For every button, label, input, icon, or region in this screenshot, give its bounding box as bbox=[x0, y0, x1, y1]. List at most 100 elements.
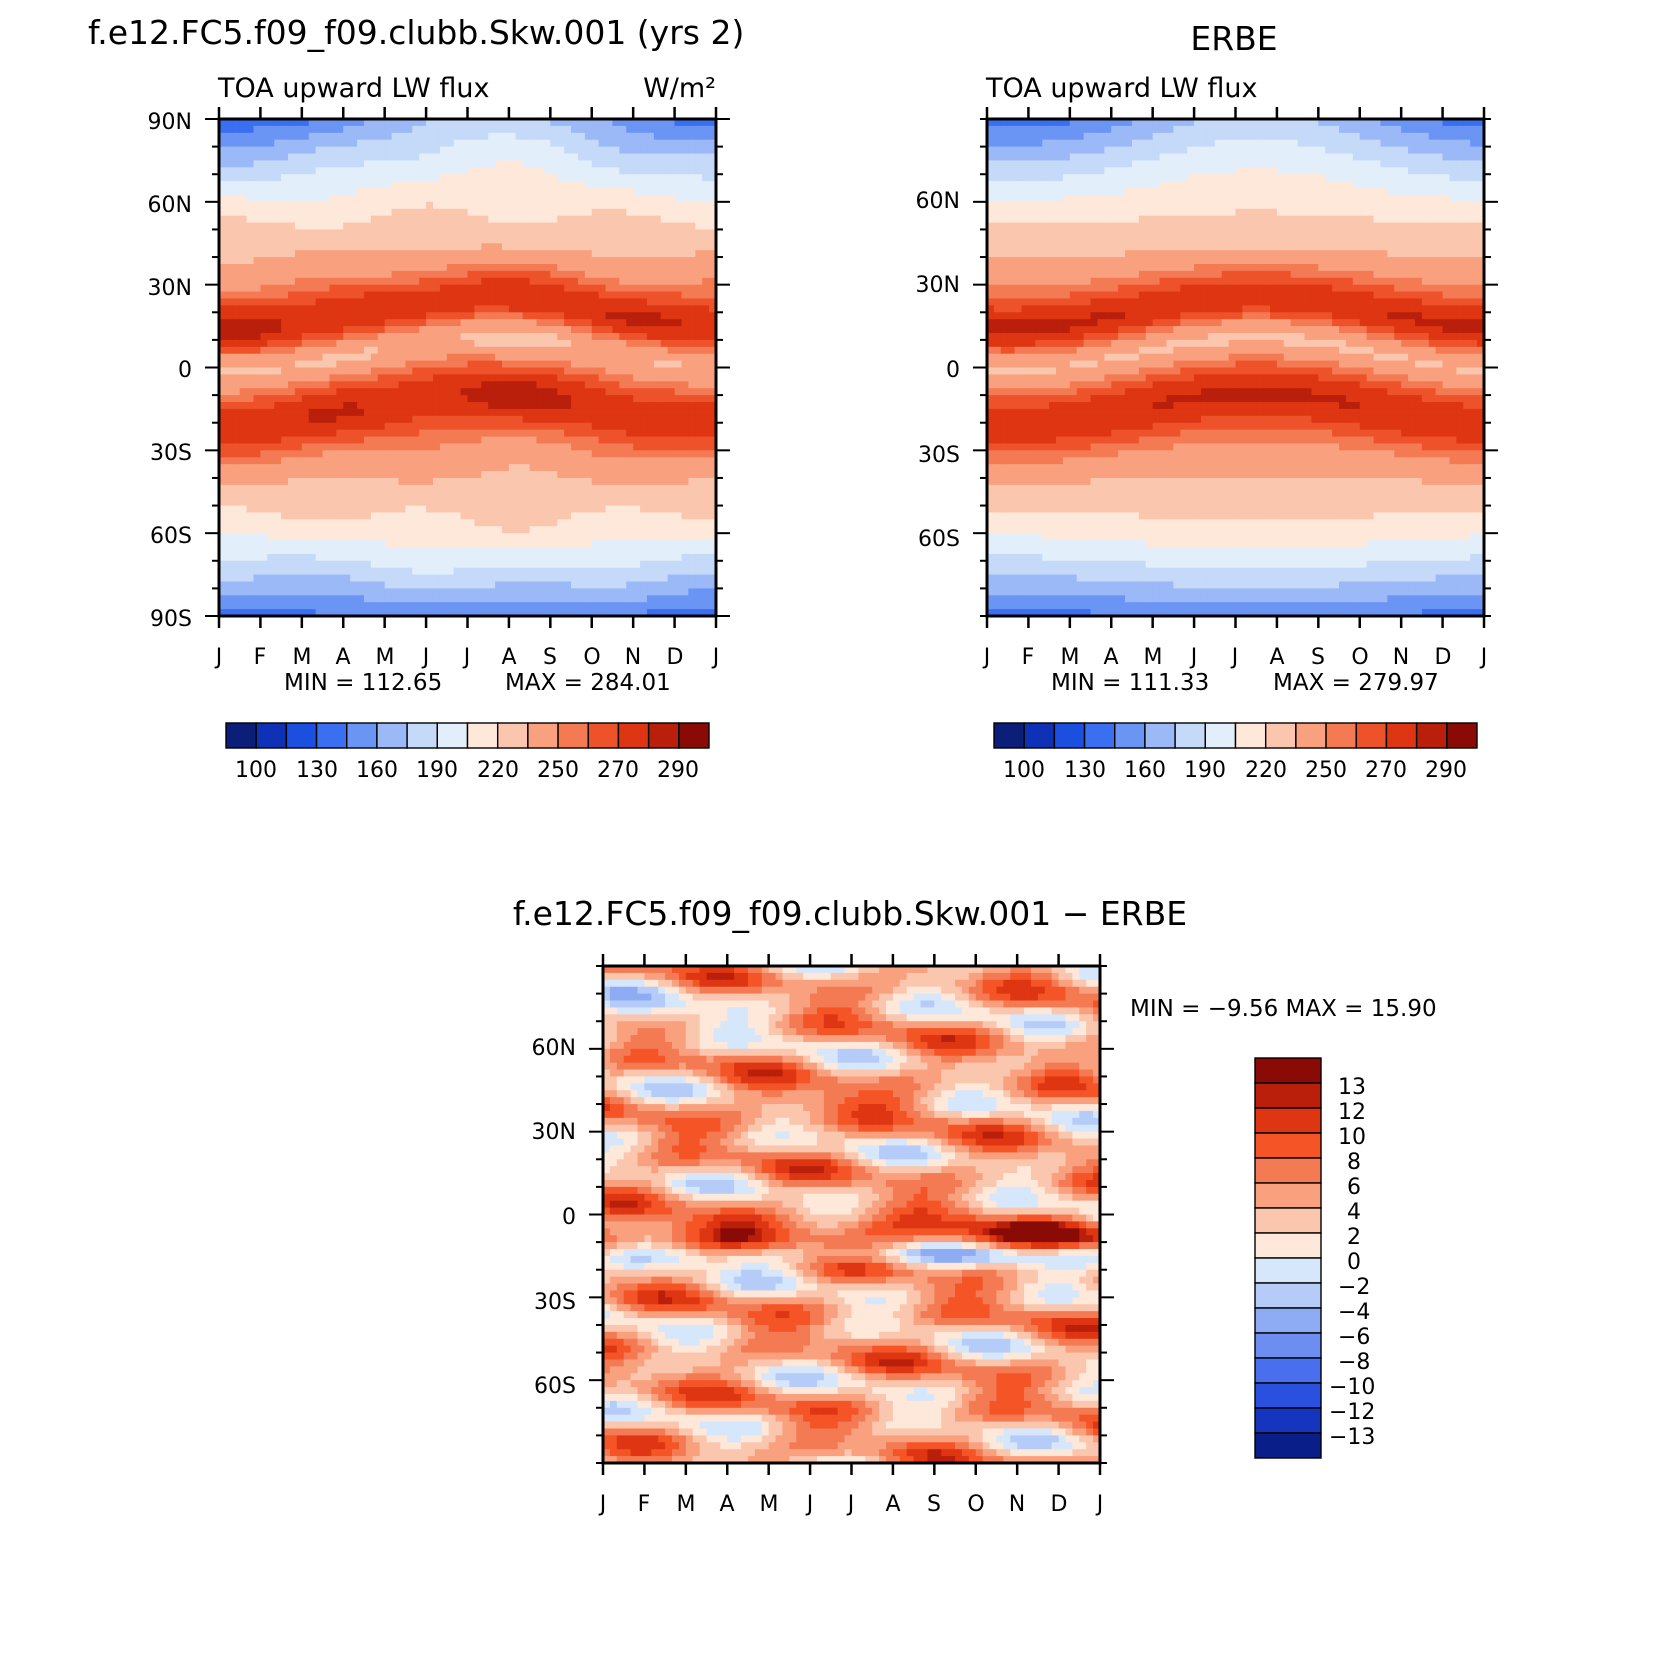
contour-cell bbox=[377, 153, 386, 162]
contour-cell bbox=[515, 526, 524, 534]
contour-cell bbox=[363, 519, 372, 527]
contour-cell bbox=[453, 560, 462, 569]
contour-cell bbox=[363, 339, 372, 348]
contour-cell bbox=[336, 388, 344, 396]
contour-cell bbox=[225, 305, 234, 313]
contour-cell bbox=[288, 464, 296, 472]
contour-cell bbox=[377, 574, 386, 583]
contour-cell bbox=[281, 243, 289, 251]
contour-cell bbox=[288, 609, 296, 616]
contour-cell bbox=[301, 346, 310, 355]
contour-cell bbox=[405, 567, 413, 576]
contour-cell bbox=[522, 477, 531, 486]
contour-cell bbox=[225, 332, 234, 341]
contour-cell bbox=[281, 236, 289, 244]
contour-cell bbox=[488, 339, 496, 348]
contour-cell bbox=[605, 243, 614, 251]
contour-cell bbox=[536, 160, 545, 168]
contour-cell bbox=[301, 236, 310, 244]
contour-cell bbox=[288, 298, 296, 306]
contour-cell bbox=[384, 270, 393, 279]
contour-cell bbox=[653, 139, 662, 148]
contour-cell bbox=[315, 519, 324, 527]
contour-cell bbox=[405, 181, 413, 189]
contour-cell bbox=[391, 408, 400, 417]
contour-cell bbox=[591, 553, 600, 562]
contour-cell bbox=[564, 546, 572, 555]
contour-cell bbox=[626, 450, 634, 458]
contour-cell bbox=[529, 533, 538, 541]
contour-cell bbox=[363, 250, 372, 258]
contour-cell bbox=[653, 270, 662, 279]
contour-cell bbox=[688, 402, 696, 410]
contour-cell bbox=[653, 367, 662, 375]
contour-cell bbox=[495, 277, 503, 286]
contour-cell bbox=[384, 119, 393, 127]
contour-cell bbox=[674, 526, 683, 534]
contour-cell bbox=[322, 332, 331, 341]
contour-cell bbox=[253, 346, 262, 355]
contour-cell bbox=[453, 450, 462, 458]
contour-cell bbox=[674, 236, 683, 244]
contour-cell bbox=[543, 181, 551, 189]
contour-cell bbox=[426, 339, 434, 348]
contour-cell bbox=[350, 194, 358, 203]
contour-cell bbox=[315, 609, 324, 616]
contour-cell bbox=[412, 491, 420, 500]
contour-cell bbox=[267, 332, 275, 341]
contour-cell bbox=[405, 526, 413, 534]
contour-cell bbox=[439, 208, 448, 217]
contour-cell bbox=[474, 119, 482, 127]
contour-cell bbox=[571, 312, 579, 320]
contour-cell bbox=[260, 208, 268, 217]
contour-cell bbox=[419, 160, 427, 168]
contour-cell bbox=[439, 567, 448, 576]
contour-cell bbox=[515, 602, 524, 610]
contour-cell bbox=[308, 326, 317, 334]
contour-cell bbox=[370, 457, 379, 465]
contour-cell bbox=[294, 471, 303, 479]
contour-cell bbox=[681, 609, 689, 616]
contour-cell bbox=[674, 263, 683, 272]
contour-cell bbox=[536, 574, 545, 583]
contour-cell bbox=[695, 284, 703, 293]
contour-cell bbox=[301, 263, 310, 272]
contour-cell bbox=[453, 291, 462, 300]
contour-cell bbox=[219, 491, 227, 500]
contour-cell bbox=[529, 222, 538, 231]
contour-cell bbox=[377, 436, 386, 445]
contour-cell bbox=[357, 533, 365, 541]
contour-cell bbox=[633, 422, 641, 431]
contour-cell bbox=[288, 243, 296, 251]
contour-cell bbox=[688, 188, 696, 196]
contour-cell bbox=[426, 567, 434, 576]
contour-cell bbox=[246, 415, 255, 424]
contour-cell bbox=[377, 567, 386, 576]
contour-cell bbox=[453, 160, 462, 168]
contour-cell bbox=[681, 353, 689, 362]
contour-cell bbox=[633, 174, 641, 182]
contour-cell bbox=[446, 402, 455, 410]
contour-cell bbox=[398, 167, 406, 175]
contour-cell bbox=[502, 540, 510, 548]
contour-cell bbox=[536, 602, 545, 610]
contour-cell bbox=[626, 546, 634, 555]
contour-cell bbox=[543, 560, 551, 569]
contour-cell bbox=[322, 602, 331, 610]
contour-cell bbox=[301, 609, 310, 616]
contour-cell bbox=[543, 602, 551, 610]
contour-cell bbox=[619, 132, 627, 141]
contour-cell bbox=[626, 388, 634, 396]
contour-cell bbox=[419, 526, 427, 534]
contour-cell bbox=[384, 250, 393, 258]
contour-cell bbox=[357, 181, 365, 189]
contour-cell bbox=[412, 215, 420, 224]
contour-cell bbox=[681, 194, 689, 203]
contour-cell bbox=[301, 250, 310, 258]
contour-cell bbox=[598, 194, 607, 203]
contour-cell bbox=[405, 132, 413, 141]
contour-cell bbox=[370, 415, 379, 424]
contour-cell bbox=[412, 291, 420, 300]
contour-cell bbox=[329, 443, 337, 451]
contour-cell bbox=[350, 367, 358, 375]
